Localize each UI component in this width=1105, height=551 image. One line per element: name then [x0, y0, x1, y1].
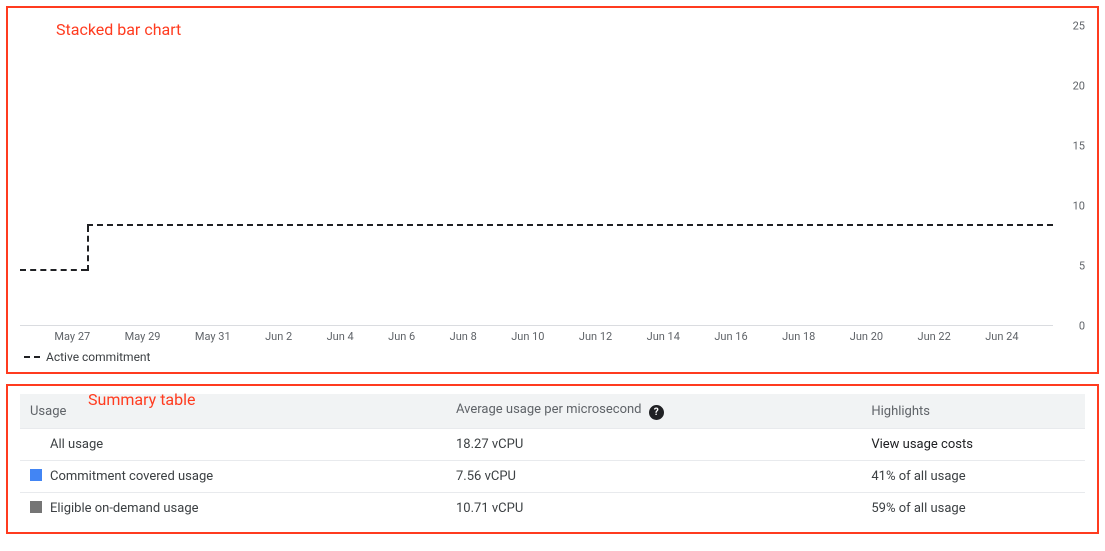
cell-usage: All usage [20, 429, 446, 461]
x-axis-label: Jun 24 [985, 330, 1018, 342]
x-axis-label: May 31 [195, 330, 231, 342]
chart-panel: Stacked bar chart 0510152025 May 27May 2… [6, 6, 1099, 374]
x-axis-label [616, 330, 642, 342]
x-axis-label: Jun 20 [850, 330, 883, 342]
table-annotation-label: Summary table [88, 390, 195, 409]
legend-dash-icon [24, 356, 40, 358]
x-axis-label: Jun 18 [782, 330, 815, 342]
chart-plot-area [20, 26, 1053, 326]
x-axis-label [358, 330, 384, 342]
x-axis-label [684, 330, 710, 342]
x-axis-label: Jun 6 [388, 330, 415, 342]
cell-average: 18.27 vCPU [446, 429, 861, 461]
x-axis-label: Jun 12 [579, 330, 612, 342]
x-axis-label [164, 330, 190, 342]
cell-highlight: 41% of all usage [861, 461, 1085, 493]
y-axis-tick: 15 [1067, 140, 1085, 153]
x-axis-label: May 29 [125, 330, 161, 342]
cell-average: 10.71 vCPU [446, 493, 861, 525]
x-axis-label [819, 330, 845, 342]
cell-usage: Eligible on-demand usage [20, 493, 446, 525]
cell-average: 7.56 vCPU [446, 461, 861, 493]
stacked-bar-chart: 0510152025 [20, 16, 1085, 326]
x-axis-label [752, 330, 778, 342]
x-axis-label [549, 330, 575, 342]
y-axis-tick: 25 [1067, 20, 1085, 33]
color-swatch-icon [30, 469, 42, 481]
cell-highlight[interactable]: View usage costs [861, 429, 1085, 461]
y-axis-tick: 0 [1073, 320, 1085, 333]
x-axis-label [887, 330, 913, 342]
x-axis-label [94, 330, 120, 342]
table-header-highlights: Highlights [861, 394, 1085, 429]
legend-active-commitment-label: Active commitment [46, 350, 150, 364]
chart-y-axis: 0510152025 [1053, 26, 1085, 326]
summary-table: Usage Average usage per microsecond ? Hi… [20, 394, 1085, 524]
y-axis-tick: 10 [1067, 200, 1085, 213]
y-axis-tick: 5 [1073, 260, 1085, 273]
y-axis-tick: 20 [1067, 80, 1085, 93]
x-axis-label [1023, 330, 1049, 342]
cell-usage: Commitment covered usage [20, 461, 446, 493]
help-icon[interactable]: ? [649, 405, 664, 420]
table-row: Commitment covered usage 7.56 vCPU41% of … [20, 461, 1085, 493]
table-row: All usage 18.27 vCPU View usage costs [20, 429, 1085, 461]
x-axis-label: Jun 10 [511, 330, 544, 342]
chart-bars-container [20, 26, 1053, 325]
chart-x-axis: May 27 May 29 May 31 Jun 2 Jun 4 Jun 6 Jun 8 Ju… [20, 326, 1085, 342]
usage-label: Eligible on-demand usage [50, 501, 199, 516]
x-axis-label [955, 330, 981, 342]
x-axis-label: Jun 14 [647, 330, 680, 342]
table-row: Eligible on-demand usage 10.71 vCPU59% of… [20, 493, 1085, 525]
table-header-usage: Usage [20, 394, 446, 429]
x-axis-label: Jun 16 [714, 330, 747, 342]
x-axis-label: Jun 8 [450, 330, 477, 342]
x-axis-label [481, 330, 507, 342]
x-axis-label [419, 330, 445, 342]
color-swatch-icon [30, 437, 42, 449]
cell-highlight: 59% of all usage [861, 493, 1085, 525]
view-usage-costs-link[interactable]: View usage costs [871, 437, 973, 452]
chart-legend: Active commitment [20, 342, 1085, 364]
x-axis-label: Jun 2 [265, 330, 292, 342]
color-swatch-icon [30, 501, 42, 513]
x-axis-label: Jun 22 [918, 330, 951, 342]
table-header-average: Average usage per microsecond ? [446, 394, 861, 429]
x-axis-label [24, 330, 50, 342]
x-axis-label: May 27 [54, 330, 90, 342]
x-axis-label: Jun 4 [327, 330, 354, 342]
x-axis-label [235, 330, 261, 342]
usage-label: All usage [50, 437, 103, 452]
summary-table-panel: Summary table Usage Average usage per mi… [6, 384, 1099, 534]
usage-label: Commitment covered usage [50, 469, 213, 484]
x-axis-label [296, 330, 322, 342]
